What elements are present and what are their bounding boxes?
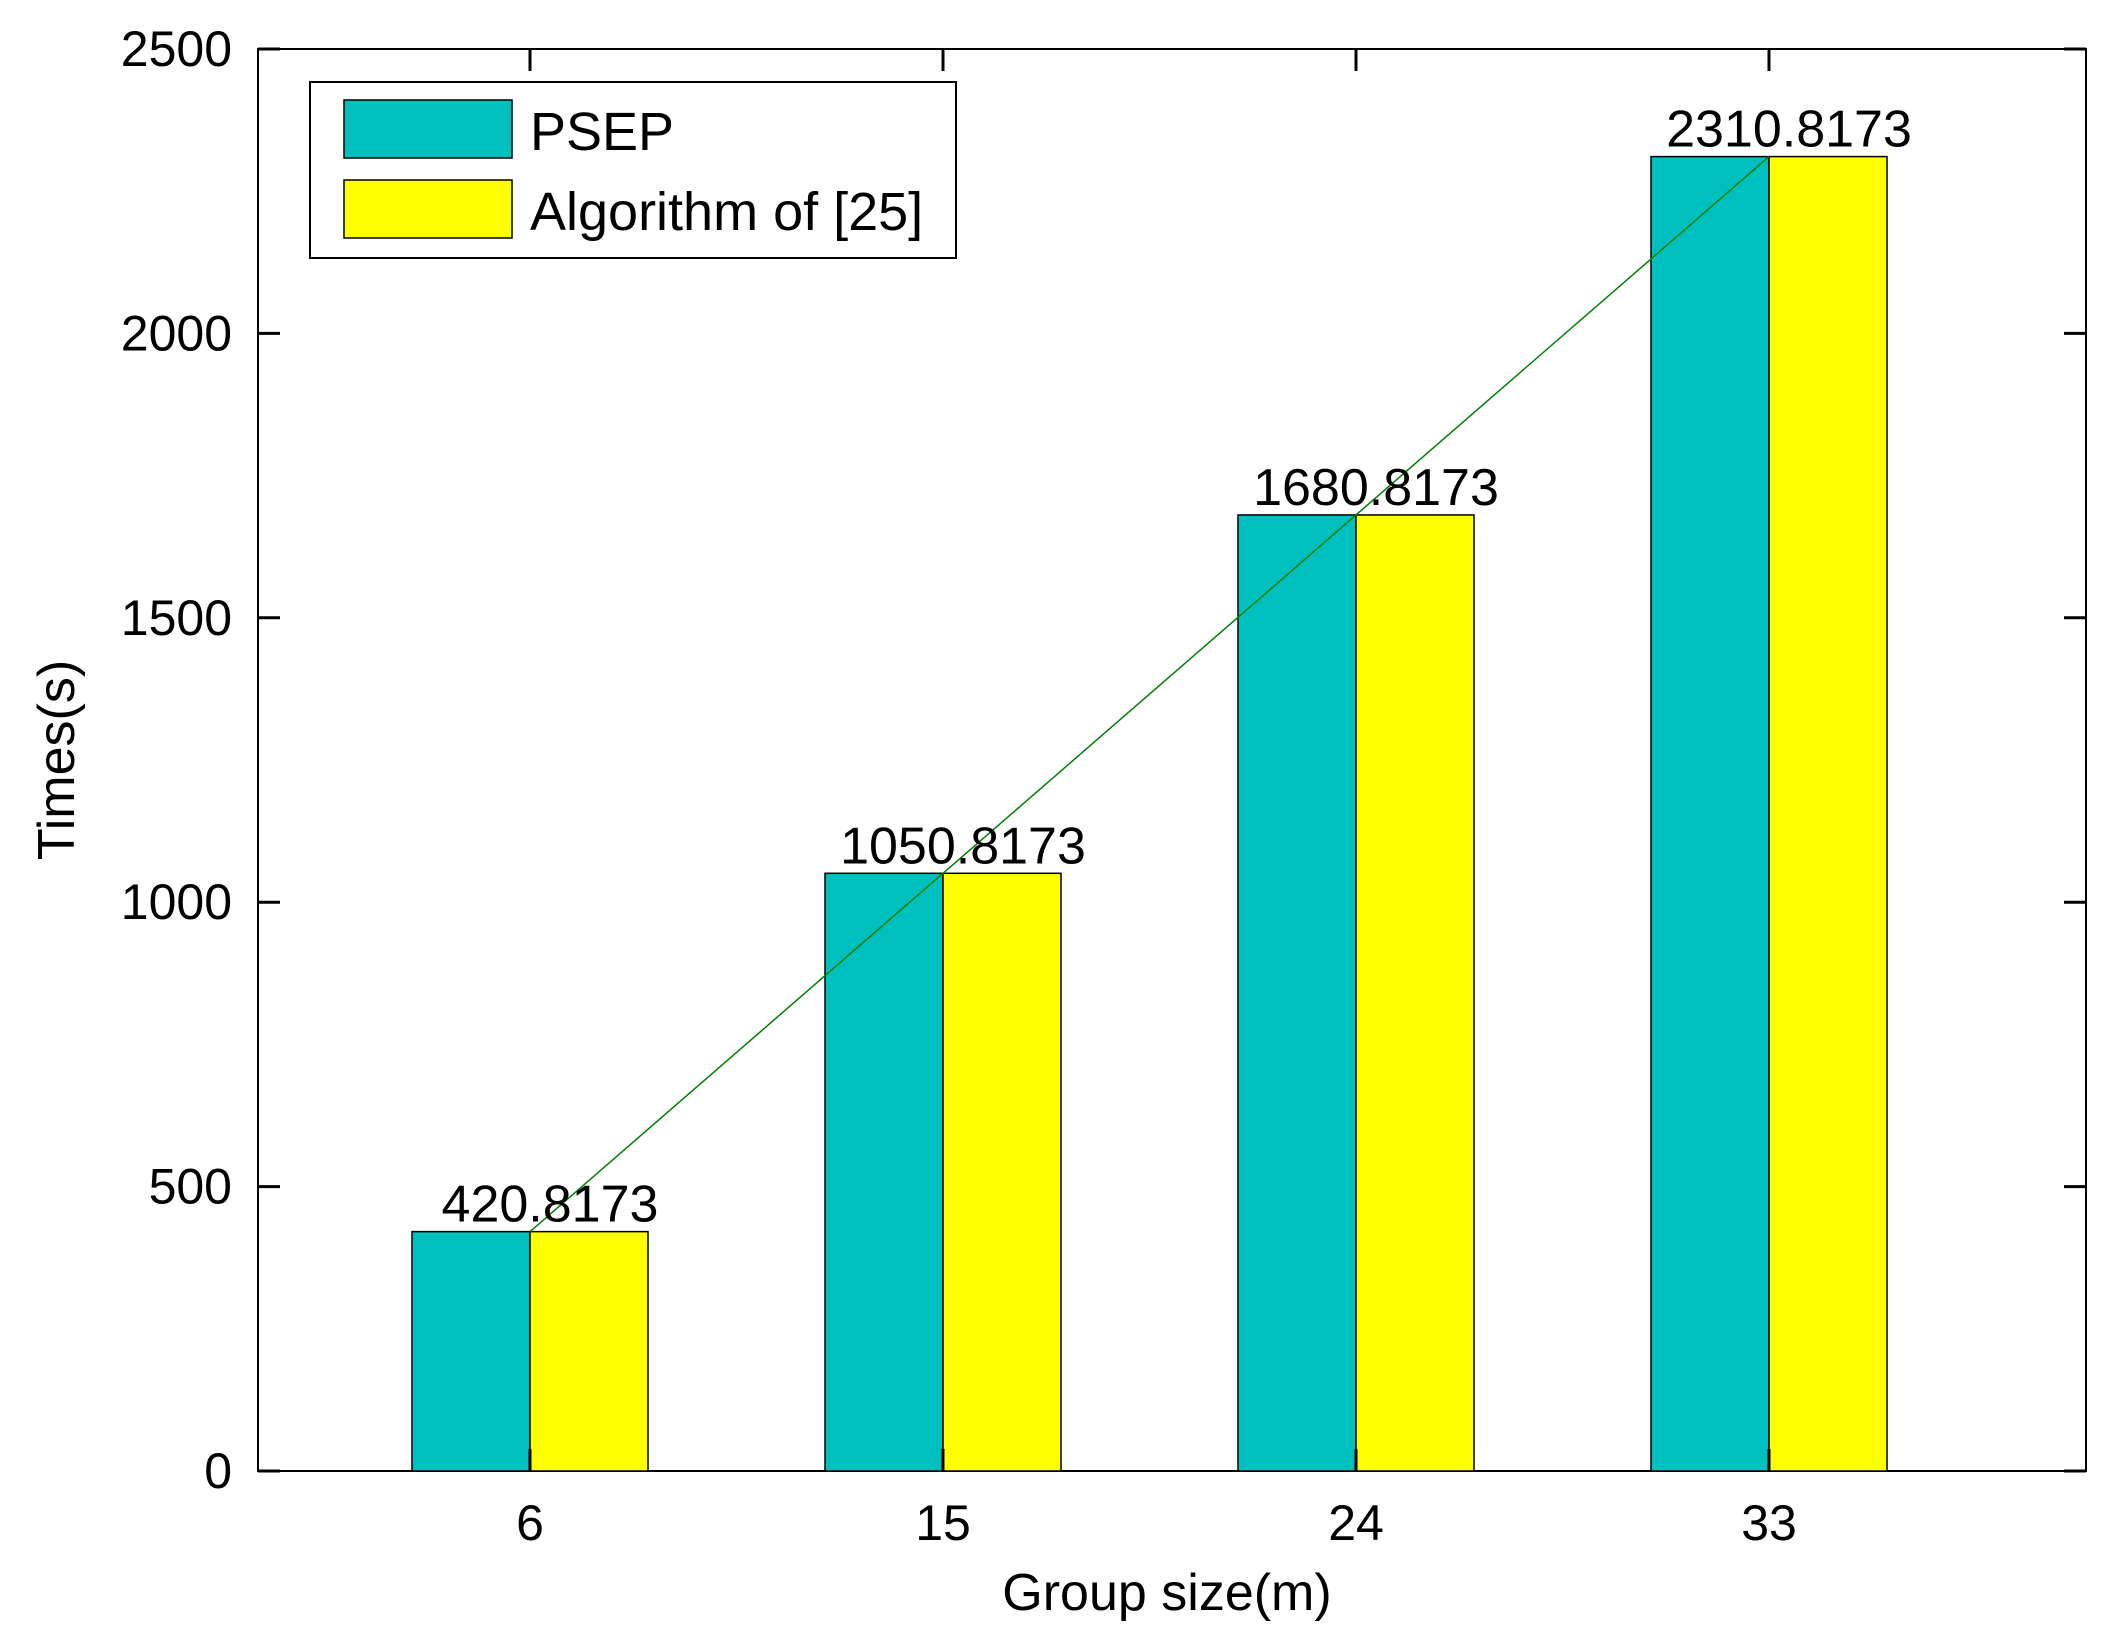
trend-layer bbox=[529, 156, 1770, 1233]
x-axis-title: Group size(m) bbox=[1002, 1564, 1331, 1622]
y-axis-title: Times(s) bbox=[28, 660, 86, 860]
x-tick-label-33: 33 bbox=[1741, 1495, 1797, 1551]
trend-line-segment-1 bbox=[529, 872, 944, 1233]
labels-layer: 420.8173 1050.8173 1680.8173 2310.8173 bbox=[442, 101, 1912, 1234]
ticks-layer: 0 500 1000 1500 2000 2500 6 15 24 33 bbox=[121, 21, 2086, 1551]
bar-psep-24 bbox=[1237, 514, 1357, 1472]
bar-algorithm-24 bbox=[1355, 514, 1475, 1472]
legend-label-psep: PSEP bbox=[530, 102, 674, 162]
y-tick-label-1500: 1500 bbox=[121, 590, 232, 646]
x-tick-label-6: 6 bbox=[516, 1495, 544, 1551]
x-tick-label-24: 24 bbox=[1328, 1495, 1384, 1551]
data-label-33: 2310.8173 bbox=[1666, 101, 1912, 159]
bar-psep-33 bbox=[1650, 155, 1770, 1472]
bar-psep-15 bbox=[824, 872, 944, 1472]
legend: PSEP Algorithm of [25] bbox=[309, 81, 957, 259]
y-tick-label-2500: 2500 bbox=[121, 21, 232, 77]
legend-label-algorithm: Algorithm of [25] bbox=[530, 182, 923, 242]
y-tick-label-2000: 2000 bbox=[121, 305, 232, 361]
data-label-24: 1680.8173 bbox=[1253, 459, 1499, 517]
y-tick-label-0: 0 bbox=[204, 1443, 232, 1499]
y-tick-label-1000: 1000 bbox=[121, 874, 232, 930]
trend-line-segment-3 bbox=[1355, 156, 1770, 516]
data-label-15: 1050.8173 bbox=[840, 817, 1086, 875]
legend-swatch-algorithm bbox=[343, 179, 513, 239]
bar-algorithm-33 bbox=[1768, 155, 1888, 1472]
y-tick-label-500: 500 bbox=[149, 1159, 232, 1215]
bar-algorithm-15 bbox=[942, 872, 1062, 1472]
data-label-6: 420.8173 bbox=[442, 1176, 659, 1234]
x-tick-label-15: 15 bbox=[915, 1495, 971, 1551]
legend-swatch-psep bbox=[343, 99, 513, 159]
bars-layer bbox=[411, 155, 1888, 1472]
trend-line-segment-2 bbox=[942, 514, 1357, 874]
bar-algorithm-6 bbox=[529, 1230, 649, 1472]
bar-psep-6 bbox=[411, 1230, 531, 1472]
